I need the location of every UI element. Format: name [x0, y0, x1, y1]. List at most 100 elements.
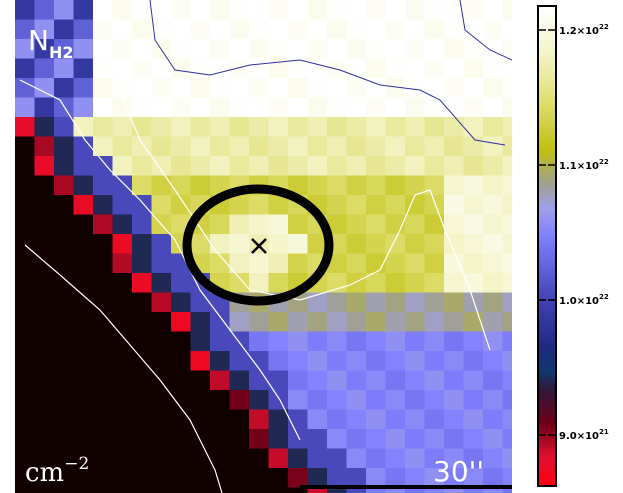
pixel — [346, 175, 367, 196]
pixel — [210, 156, 231, 177]
pixel — [424, 175, 445, 196]
pixel — [15, 390, 36, 411]
pixel — [73, 370, 94, 391]
pixel — [229, 136, 250, 157]
pixel — [405, 39, 426, 60]
pixel — [190, 468, 211, 489]
tick-exponent: 22 — [599, 293, 609, 301]
pixel — [268, 370, 289, 391]
pixel — [307, 351, 328, 372]
pixel — [229, 487, 250, 493]
pixel — [288, 331, 309, 352]
pixel — [463, 429, 484, 450]
pixel — [34, 370, 55, 391]
pixel — [93, 195, 114, 216]
pixel — [346, 234, 367, 255]
pixel — [151, 156, 172, 177]
pixel — [483, 487, 504, 493]
pixel — [444, 117, 465, 138]
pixel — [444, 331, 465, 352]
pixel — [34, 39, 55, 60]
pixel — [229, 409, 250, 430]
pixel — [385, 468, 406, 489]
pixel — [366, 409, 387, 430]
pixel — [54, 487, 75, 493]
pixel — [327, 117, 348, 138]
pixel — [463, 487, 484, 493]
pixel — [249, 312, 270, 333]
pixel — [54, 58, 75, 79]
pixel — [34, 19, 55, 40]
pixel — [112, 136, 133, 157]
pixel — [288, 0, 309, 21]
pixel — [463, 19, 484, 40]
pixel — [249, 234, 270, 255]
pixel — [249, 468, 270, 489]
pixel — [385, 156, 406, 177]
pixel — [190, 351, 211, 372]
pixel — [171, 19, 192, 40]
pixel — [171, 351, 192, 372]
pixel — [268, 487, 289, 493]
pixel — [483, 331, 504, 352]
pixel — [132, 390, 153, 411]
pixel — [93, 19, 114, 40]
pixel — [405, 175, 426, 196]
map-label: NH2 — [28, 24, 73, 62]
pixel — [288, 97, 309, 118]
pixel — [73, 39, 94, 60]
pixel — [34, 468, 55, 489]
pixel — [249, 58, 270, 79]
pixel — [34, 487, 55, 493]
pixel — [405, 429, 426, 450]
pixel — [190, 448, 211, 469]
pixel — [34, 117, 55, 138]
pixel — [502, 175, 512, 196]
pixel — [132, 331, 153, 352]
pixel — [151, 234, 172, 255]
pixel — [73, 214, 94, 235]
pixel — [405, 0, 426, 21]
pixel — [249, 78, 270, 99]
pixel — [132, 448, 153, 469]
pixel — [268, 78, 289, 99]
pixel — [112, 19, 133, 40]
pixel — [327, 156, 348, 177]
pixel — [268, 0, 289, 21]
pixel — [73, 78, 94, 99]
pixel — [15, 0, 36, 21]
pixel — [502, 429, 512, 450]
pixel — [405, 468, 426, 489]
pixel — [190, 0, 211, 21]
pixel — [54, 175, 75, 196]
pixel — [54, 351, 75, 372]
pixel — [405, 351, 426, 372]
pixel — [249, 370, 270, 391]
pixel — [190, 370, 211, 391]
pixel — [405, 409, 426, 430]
pixel — [93, 390, 114, 411]
pixel — [268, 19, 289, 40]
pixel — [405, 370, 426, 391]
pixel — [73, 487, 94, 493]
pixel — [34, 390, 55, 411]
pixel — [307, 468, 328, 489]
pixel — [249, 273, 270, 294]
pixel — [15, 351, 36, 372]
pixel — [288, 156, 309, 177]
pixel — [229, 390, 250, 411]
pixel — [346, 390, 367, 411]
pixel — [73, 175, 94, 196]
pixel — [73, 234, 94, 255]
tick-exponent: 21 — [599, 428, 609, 436]
pixel — [210, 390, 231, 411]
pixel — [327, 273, 348, 294]
pixel — [132, 409, 153, 430]
pixel — [424, 136, 445, 157]
pixel — [151, 0, 172, 21]
pixel — [463, 253, 484, 274]
pixel — [268, 312, 289, 333]
pixel — [249, 448, 270, 469]
pixel — [444, 390, 465, 411]
pixel — [132, 0, 153, 21]
